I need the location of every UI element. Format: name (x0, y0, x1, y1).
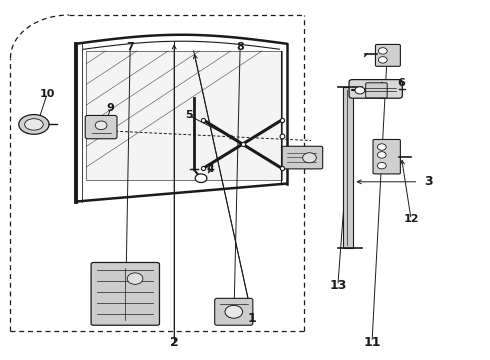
Text: 12: 12 (403, 215, 419, 224)
FancyBboxPatch shape (375, 44, 400, 66)
Circle shape (195, 174, 207, 183)
Text: 7: 7 (126, 42, 134, 52)
Circle shape (355, 87, 365, 94)
FancyBboxPatch shape (373, 139, 400, 174)
Text: 6: 6 (397, 78, 405, 88)
Circle shape (377, 144, 386, 150)
FancyBboxPatch shape (343, 87, 353, 248)
Text: 1: 1 (248, 311, 257, 325)
Text: 8: 8 (236, 42, 244, 52)
Text: 2: 2 (170, 336, 178, 348)
Text: 5: 5 (185, 111, 193, 121)
Text: 9: 9 (107, 103, 115, 113)
Circle shape (303, 153, 317, 163)
Circle shape (377, 152, 386, 158)
FancyBboxPatch shape (282, 146, 323, 169)
FancyBboxPatch shape (215, 298, 253, 325)
Text: 10: 10 (39, 89, 55, 99)
Circle shape (127, 273, 143, 284)
Circle shape (95, 121, 107, 130)
Ellipse shape (24, 119, 43, 130)
FancyBboxPatch shape (366, 83, 387, 98)
Circle shape (225, 305, 243, 318)
FancyBboxPatch shape (91, 262, 159, 325)
Text: 3: 3 (424, 175, 433, 188)
Circle shape (378, 48, 387, 54)
Circle shape (377, 162, 386, 169)
Polygon shape (86, 51, 282, 180)
Text: 13: 13 (329, 279, 346, 292)
Text: 4: 4 (207, 164, 215, 174)
Text: 11: 11 (363, 336, 381, 348)
Circle shape (378, 57, 387, 63)
Ellipse shape (19, 114, 49, 134)
FancyBboxPatch shape (349, 80, 402, 98)
FancyBboxPatch shape (85, 116, 117, 139)
